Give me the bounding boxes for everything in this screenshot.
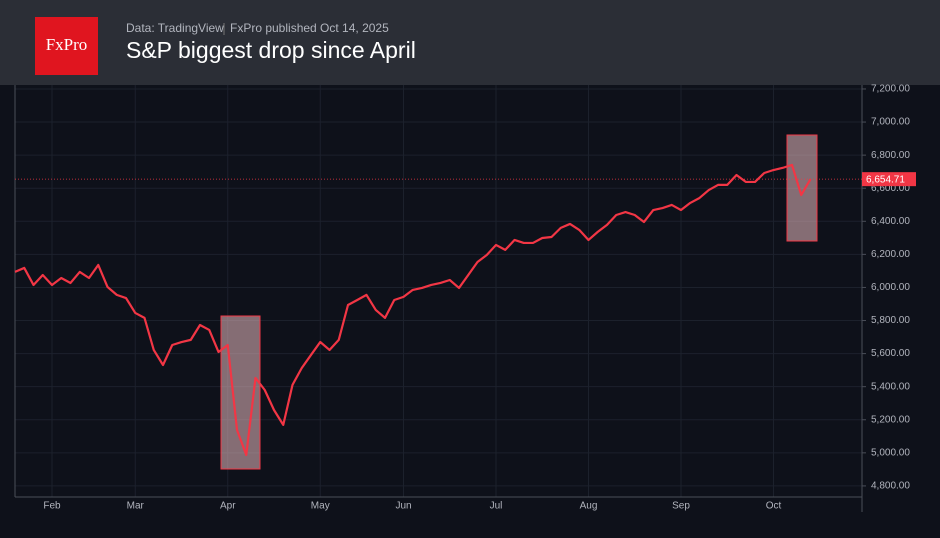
header — [0, 0, 940, 85]
y-tick-label: 5,000.00 — [871, 447, 910, 458]
grid — [15, 85, 862, 497]
price-line — [14, 163, 812, 457]
y-tick-label: 6,400.00 — [871, 216, 910, 227]
y-tick-label: 5,400.00 — [871, 381, 910, 392]
y-tick-label: 7,200.00 — [871, 84, 910, 95]
last-price-label: 6,654.71 — [866, 174, 905, 185]
x-tick-label: Aug — [580, 501, 598, 512]
y-tick-label: 6,600.00 — [871, 183, 910, 194]
y-tick-label: 5,800.00 — [871, 315, 910, 326]
x-tick-label: May — [311, 501, 330, 512]
y-tick-label: 6,800.00 — [871, 150, 910, 161]
highlight-october — [786, 134, 818, 242]
x-tick-label: Oct — [766, 501, 782, 512]
x-tick-label: Apr — [220, 501, 236, 512]
y-tick-label: 7,000.00 — [871, 117, 910, 128]
x-tick-label: Feb — [43, 501, 61, 512]
y-tick-label: 6,000.00 — [871, 282, 910, 293]
y-tick-label: 6,200.00 — [871, 249, 910, 260]
published: FxPro published Oct 14, 2025 — [230, 21, 389, 35]
logo: FxPro — [46, 35, 88, 54]
logo-box — [35, 17, 98, 75]
y-tick-label: 4,800.00 — [871, 481, 910, 492]
source: Data: TradingView — [126, 21, 224, 35]
y-tick-label: 5,200.00 — [871, 414, 910, 425]
x-tick-label: Jul — [490, 501, 503, 512]
chart-title: S&P biggest drop since April — [126, 37, 416, 63]
x-tick-label: Sep — [672, 501, 690, 512]
x-tick-label: Jun — [395, 501, 411, 512]
x-tick-label: Mar — [127, 501, 145, 512]
y-tick-label: 5,600.00 — [871, 348, 910, 359]
last-price-box — [862, 172, 916, 187]
